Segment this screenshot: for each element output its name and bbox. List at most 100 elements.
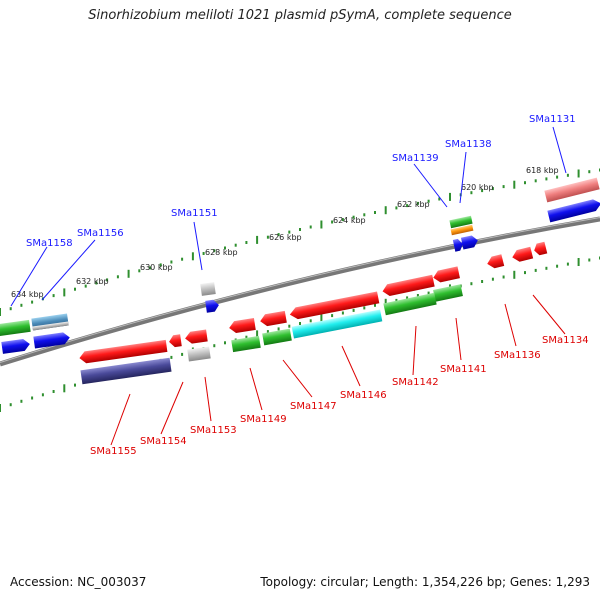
minor-tick <box>116 275 119 279</box>
minor-tick <box>374 211 376 214</box>
minor-tick <box>299 228 301 231</box>
major-tick <box>0 308 1 316</box>
tick-label: 620 kbp <box>461 183 494 192</box>
minor-tick <box>352 308 355 312</box>
gene-label: SMa1139 <box>392 153 439 164</box>
gene-labels-top: SMa1131 SMa1138 SMa1139 SMa1151 SMa1156 … <box>26 114 576 249</box>
minor-tick <box>406 296 409 300</box>
minor-tick <box>438 197 441 201</box>
gene-feature <box>0 319 31 337</box>
minor-tick <box>427 199 430 203</box>
gene-label: SMa1156 <box>77 228 124 239</box>
major-tick <box>384 298 387 307</box>
gene-feature <box>80 357 172 385</box>
minor-tick <box>9 307 12 311</box>
minor-tick <box>331 220 334 224</box>
gene-label: SMa1149 <box>240 414 287 425</box>
tick-label: 626 kbp <box>269 233 302 242</box>
gene-label: SMa1142 <box>392 377 439 388</box>
minor-tick <box>170 355 173 359</box>
gene-label: SMa1153 <box>190 425 237 436</box>
gene-label: SMa1154 <box>140 436 187 447</box>
gene-feature <box>433 284 463 302</box>
minor-tick <box>427 291 430 295</box>
gene-feature <box>433 266 460 283</box>
tick-label: 618 kbp <box>526 166 559 175</box>
minor-tick <box>52 390 55 393</box>
gene-feature <box>452 238 463 252</box>
minor-tick <box>363 213 366 217</box>
minor-tick <box>502 185 505 189</box>
minor-tick <box>245 335 248 339</box>
backbone-line <box>0 216 600 367</box>
gene-label: SMa1131 <box>529 114 576 125</box>
minor-tick <box>309 225 312 229</box>
gene-feature <box>450 224 474 236</box>
minor-tick <box>524 181 526 185</box>
gene-feature <box>229 318 256 334</box>
minor-tick <box>341 311 344 315</box>
minor-tick <box>74 287 76 291</box>
gene-label: SMa1151 <box>171 208 218 219</box>
minor-tick <box>341 218 344 222</box>
figure-title: Sinorhizobium meliloti 1021 plasmid pSym… <box>88 8 512 23</box>
minor-tick <box>31 396 34 400</box>
minor-tick <box>331 314 334 318</box>
backbone-highlight <box>0 217 600 363</box>
gene-label: SMa1141 <box>440 364 487 375</box>
minor-tick <box>266 235 269 239</box>
minor-tick <box>406 204 409 208</box>
gene-label: SMa1155 <box>90 446 137 457</box>
minor-tick <box>470 282 473 286</box>
tick-track-top <box>0 168 600 316</box>
minor-tick <box>213 249 216 253</box>
tick-label: 628 kbp <box>205 248 238 257</box>
minor-tick <box>149 266 151 270</box>
minor-tick <box>556 175 559 179</box>
minor-tick <box>170 260 173 264</box>
major-tick <box>63 384 66 393</box>
minor-tick <box>299 322 301 325</box>
major-tick <box>513 180 516 189</box>
minor-tick <box>181 352 184 356</box>
minor-tick <box>266 330 269 334</box>
minor-tick <box>524 271 526 275</box>
minor-tick <box>288 230 291 234</box>
major-tick <box>127 269 130 278</box>
gene-label: SMa1158 <box>26 238 73 249</box>
gene-features <box>0 177 600 385</box>
major-tick <box>256 330 259 339</box>
minor-tick <box>159 263 162 267</box>
minor-tick <box>52 294 55 298</box>
major-tick <box>320 220 323 229</box>
major-tick <box>320 314 323 323</box>
minor-tick <box>502 275 505 279</box>
tick-label: 622 kbp <box>397 200 430 209</box>
minor-tick <box>224 246 226 250</box>
minor-tick <box>363 306 366 310</box>
minor-tick <box>20 399 23 403</box>
minor-tick <box>556 264 559 268</box>
major-tick <box>449 192 451 201</box>
gene-feature <box>382 274 435 297</box>
minor-tick <box>181 257 184 261</box>
minor-tick <box>374 303 376 307</box>
minor-tick <box>20 303 23 307</box>
major-tick <box>63 288 66 297</box>
minor-tick <box>213 344 216 348</box>
tick-labels: 618 kbp 620 kbp 622 kbp 624 kbp 626 kbp … <box>11 166 559 299</box>
tick-label: 630 kbp <box>140 263 173 272</box>
minor-tick <box>491 277 494 281</box>
gene-feature <box>512 246 534 262</box>
gene-feature <box>187 346 211 362</box>
minor-tick <box>588 258 591 262</box>
gene-feature <box>289 291 380 320</box>
minor-tick <box>416 294 419 297</box>
gene-feature <box>185 329 208 344</box>
minor-tick <box>106 278 109 282</box>
gene-label: SMa1138 <box>445 139 492 150</box>
minor-tick <box>84 284 87 288</box>
gene-feature <box>547 199 600 223</box>
